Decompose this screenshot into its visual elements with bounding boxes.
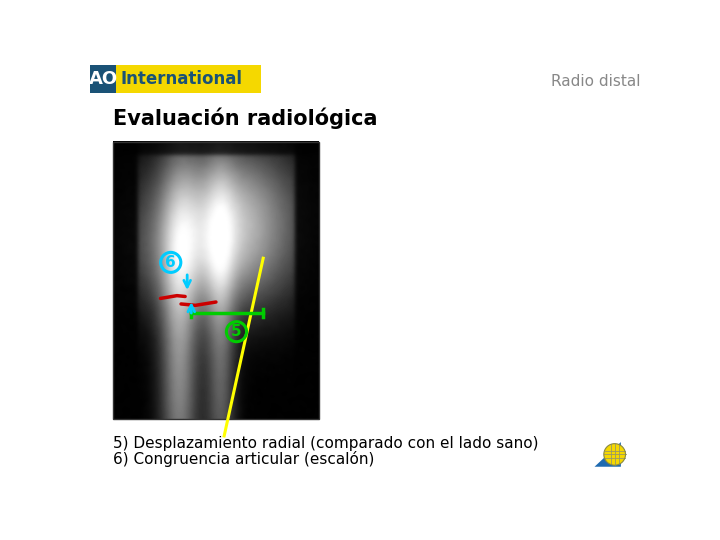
- Circle shape: [604, 444, 626, 465]
- Bar: [90, 65, 261, 92]
- Text: 6) Congruencia articular (escalón): 6) Congruencia articular (escalón): [113, 451, 374, 467]
- Text: International: International: [120, 70, 242, 87]
- Text: AO: AO: [89, 70, 118, 87]
- Bar: [90, 65, 117, 92]
- Text: Evaluación radiológica: Evaluación radiológica: [113, 107, 378, 129]
- Bar: [113, 142, 319, 419]
- Text: 5: 5: [231, 324, 242, 339]
- Text: 6: 6: [166, 255, 176, 270]
- Text: Radio distal: Radio distal: [551, 74, 640, 89]
- Text: 5) Desplazamiento radial (comparado con el lado sano): 5) Desplazamiento radial (comparado con …: [113, 436, 539, 451]
- Polygon shape: [595, 442, 621, 467]
